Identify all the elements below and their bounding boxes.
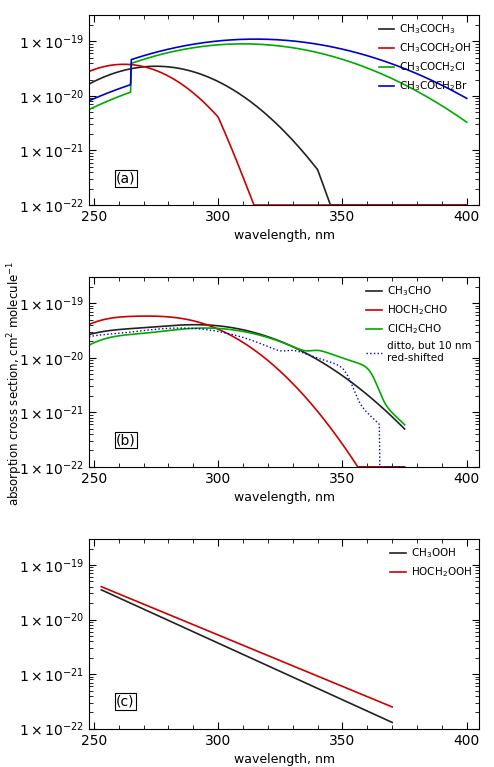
Legend: CH$_3$OOH, HOCH$_2$OOH: CH$_3$OOH, HOCH$_2$OOH bbox=[386, 542, 476, 583]
Text: (c): (c) bbox=[116, 695, 135, 709]
Text: (a): (a) bbox=[116, 171, 136, 186]
Text: absorption cross section, cm$^2$ molecule$^{-1}$: absorption cross section, cm$^2$ molecul… bbox=[5, 261, 25, 506]
Legend: CH$_3$CHO, HOCH$_2$CHO, ClCH$_2$CHO, ditto, but 10 nm
red-shifted: CH$_3$CHO, HOCH$_2$CHO, ClCH$_2$CHO, dit… bbox=[362, 280, 476, 367]
X-axis label: wavelength, nm: wavelength, nm bbox=[234, 753, 334, 766]
X-axis label: wavelength, nm: wavelength, nm bbox=[234, 229, 334, 242]
Text: (b): (b) bbox=[116, 433, 136, 447]
X-axis label: wavelength, nm: wavelength, nm bbox=[234, 492, 334, 504]
Legend: CH$_3$COCH$_3$, CH$_3$COCH$_2$OH, CH$_3$COCH$_2$Cl, CH$_3$COCH$_2$Br: CH$_3$COCH$_3$, CH$_3$COCH$_2$OH, CH$_3$… bbox=[374, 18, 476, 97]
